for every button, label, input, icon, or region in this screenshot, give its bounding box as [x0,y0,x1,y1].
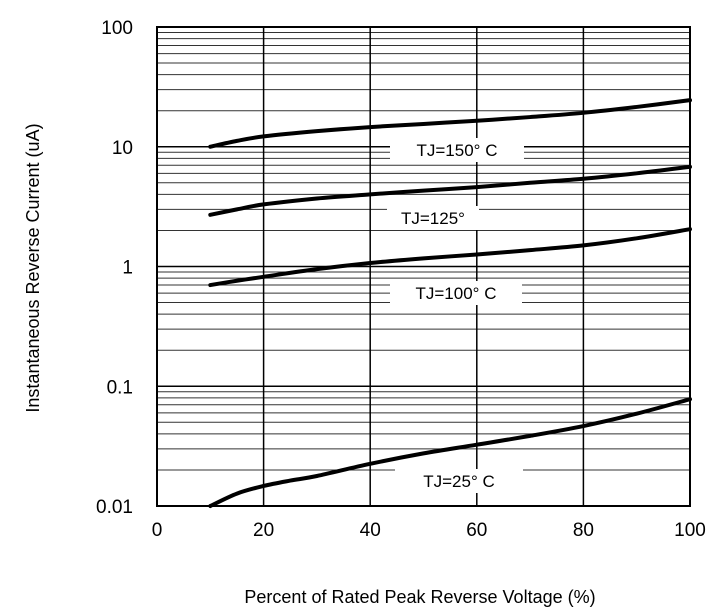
series-label-4: TJ=25° C [423,472,495,491]
series-label-box-1 [390,138,524,162]
y-tick-label: 0.1 [107,377,133,398]
series-label-box-2 [387,206,479,230]
series-line-3 [208,227,692,288]
series-label-2: TJ=125° [401,209,465,228]
x-tick-label: 0 [152,520,163,541]
y-tick-label: 100 [101,18,133,39]
x-tick-label: 40 [360,520,381,541]
series-label-3: TJ=100° C [416,284,497,303]
x-tick-label: 100 [674,520,706,541]
x-tick-label: 60 [466,520,487,541]
y-tick-label: 10 [112,138,133,159]
x-axis-title: Percent of Rated Peak Reverse Voltage (%… [244,587,595,607]
plot-frame [156,26,691,507]
x-tick-label: 20 [253,520,274,541]
series-line-4 [208,397,692,508]
y-tick-label: 1 [122,258,133,279]
series-label-1: TJ=150° C [417,141,498,160]
y-axis-title: Instantaneous Reverse Current (uA) [23,123,43,412]
y-tick-label: 0.01 [96,497,133,518]
x-tick-label: 80 [573,520,594,541]
series-line-2 [208,164,692,217]
series-label-box-3 [390,281,522,305]
series-labels: TJ=150° C TJ=125° TJ=100° C TJ=25° C [387,138,524,493]
tick-labels: 0.01 0.1 1 10 100 0 20 40 60 80 100 [96,18,706,541]
grid [156,26,691,507]
series-label-box-4 [395,469,523,493]
series-line-1 [208,98,692,149]
series-lines [208,98,692,508]
